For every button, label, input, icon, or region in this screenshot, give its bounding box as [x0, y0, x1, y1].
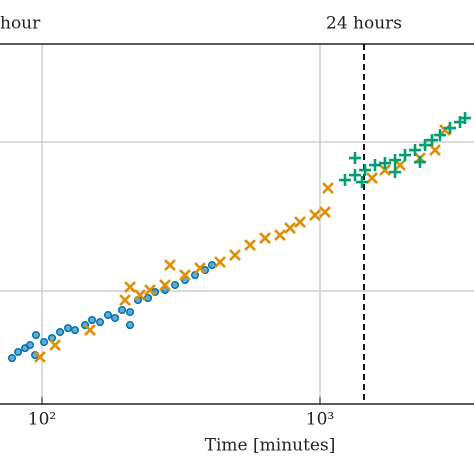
reference-label: 24 hours [326, 14, 402, 34]
point [125, 321, 135, 330]
point [378, 157, 391, 170]
point [214, 256, 226, 268]
point [389, 154, 402, 167]
point [229, 249, 241, 261]
point [70, 326, 80, 335]
point [49, 339, 61, 351]
point [459, 112, 472, 125]
point [355, 176, 368, 189]
point [40, 337, 49, 347]
point [124, 281, 136, 293]
point [110, 313, 120, 323]
point [368, 159, 381, 172]
point [14, 347, 23, 357]
point [194, 262, 206, 274]
point [274, 229, 286, 241]
point [55, 327, 65, 337]
point [426, 134, 439, 147]
point [7, 354, 17, 363]
point [244, 239, 256, 251]
point [63, 324, 73, 333]
point [419, 139, 432, 152]
point [348, 152, 361, 165]
point [159, 279, 171, 291]
point [322, 182, 334, 194]
point [95, 318, 105, 327]
point [394, 159, 406, 171]
x-tick-label: 10² [28, 410, 56, 430]
point [87, 315, 97, 325]
plot-frame [0, 43, 474, 405]
point [31, 330, 41, 340]
point [294, 216, 306, 228]
x-axis-label: Time [minutes] [205, 436, 336, 456]
point [103, 311, 113, 320]
point [379, 164, 391, 176]
point [348, 169, 361, 182]
point [170, 281, 180, 290]
point [413, 156, 426, 169]
point [443, 122, 456, 135]
point [284, 222, 296, 234]
point [319, 206, 331, 218]
top-annotation: hour [0, 14, 41, 34]
markers [7, 112, 472, 363]
point [84, 324, 96, 337]
x-tick-label: 10³ [306, 410, 334, 430]
point [399, 149, 412, 162]
point [207, 261, 217, 270]
point [429, 144, 441, 156]
point [409, 144, 422, 157]
point [25, 341, 35, 350]
point [119, 294, 131, 306]
point [366, 172, 378, 184]
point [34, 351, 46, 363]
point [117, 305, 127, 315]
point [389, 166, 402, 179]
point [179, 269, 191, 282]
point [164, 259, 176, 271]
point [144, 284, 156, 296]
point [259, 232, 271, 244]
point [309, 209, 321, 221]
point [338, 174, 351, 187]
point [439, 124, 451, 136]
point [433, 129, 446, 142]
point [134, 289, 146, 301]
point [125, 307, 135, 317]
point [359, 164, 372, 177]
